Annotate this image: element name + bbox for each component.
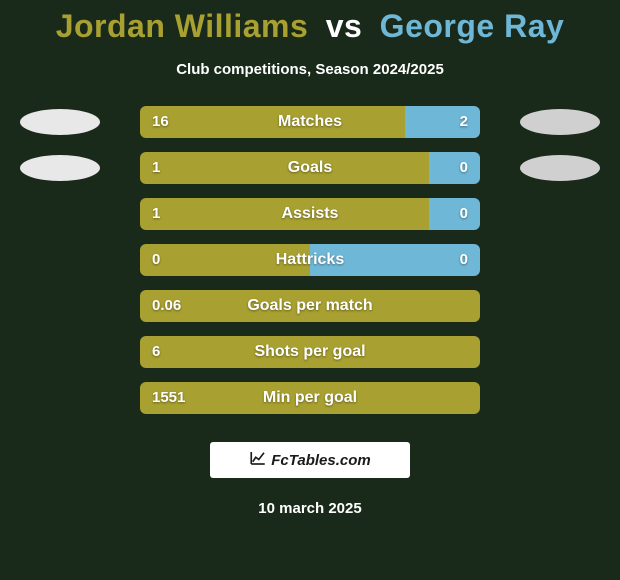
vs-label: vs: [326, 8, 363, 44]
bar-right: [310, 244, 480, 276]
chart-icon: [249, 449, 267, 472]
stats-container: Matches162 Goals10 Assists10 Hattricks00 Goa…: [0, 106, 620, 414]
team-badge-left: [20, 155, 100, 181]
bar-left: [140, 152, 429, 184]
bar-track: [140, 290, 480, 322]
stat-row: Goals10: [0, 152, 620, 184]
bar-right: [429, 152, 480, 184]
team-badge-right: [520, 109, 600, 135]
stat-row: Goals per match0.06: [0, 290, 620, 322]
player2-name: George Ray: [380, 8, 565, 44]
bar-track: [140, 106, 480, 138]
bar-left: [140, 290, 480, 322]
stat-row: Min per goal1551: [0, 382, 620, 414]
player1-name: Jordan Williams: [56, 8, 309, 44]
subtitle: Club competitions, Season 2024/2025: [0, 61, 620, 78]
bar-left: [140, 198, 429, 230]
bar-left: [140, 382, 480, 414]
team-badge-right: [520, 155, 600, 181]
bar-track: [140, 244, 480, 276]
stat-row: Shots per goal6: [0, 336, 620, 368]
footer-date: 10 march 2025: [0, 500, 620, 517]
bar-track: [140, 152, 480, 184]
attribution-badge: FcTables.com: [210, 442, 410, 478]
stat-row: Hattricks00: [0, 244, 620, 276]
bar-right: [405, 106, 480, 138]
bar-track: [140, 198, 480, 230]
bar-right: [429, 198, 480, 230]
stat-row: Assists10: [0, 198, 620, 230]
bar-left: [140, 244, 310, 276]
bar-track: [140, 382, 480, 414]
bar-left: [140, 336, 480, 368]
bar-track: [140, 336, 480, 368]
team-badge-left: [20, 109, 100, 135]
comparison-title: Jordan Williams vs George Ray: [0, 0, 620, 45]
bar-left: [140, 106, 405, 138]
attribution-text: FcTables.com: [271, 452, 370, 469]
stat-row: Matches162: [0, 106, 620, 138]
